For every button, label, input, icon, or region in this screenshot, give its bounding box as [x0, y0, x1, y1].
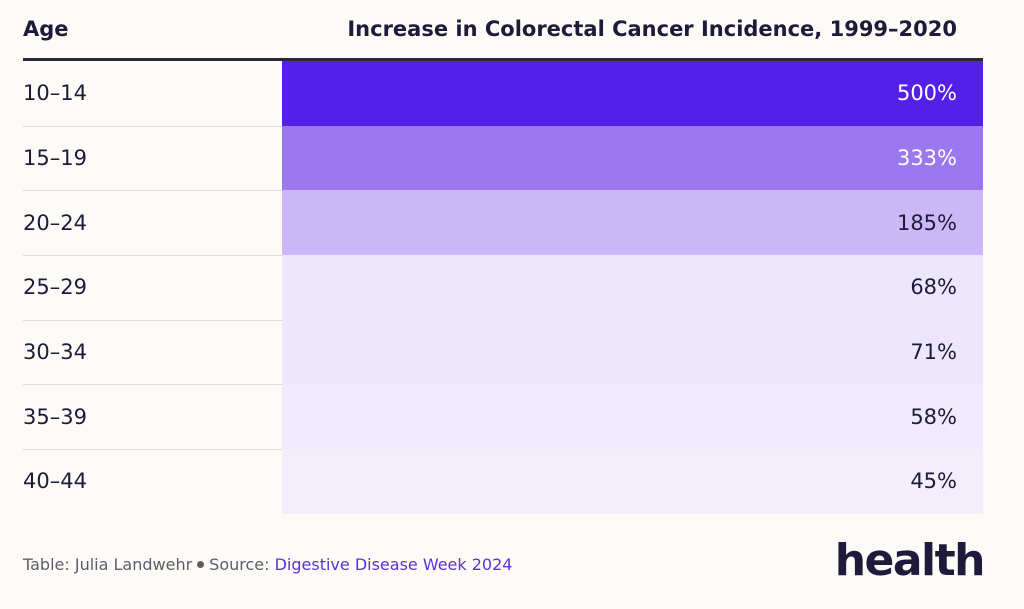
value-label: 71% — [910, 340, 957, 365]
heat-cell: 500% — [282, 61, 983, 126]
column-header-increase: Increase in Colorectal Cancer Incidence,… — [347, 17, 957, 41]
value-label: 185% — [896, 210, 957, 235]
table-row: 10–14 500% — [23, 61, 983, 126]
table-row: 25–29 68% — [23, 255, 983, 320]
row-divider — [23, 190, 282, 192]
row-divider — [23, 449, 282, 451]
age-cell: 25–29 — [23, 275, 87, 300]
heat-cell: 68% — [282, 255, 983, 320]
row-divider — [23, 255, 282, 257]
source-label: Source: — [209, 555, 270, 574]
age-cell: 30–34 — [23, 340, 87, 365]
age-cell: 40–44 — [23, 469, 87, 494]
value-label: 45% — [910, 469, 957, 494]
value-label: 500% — [896, 81, 957, 106]
table-row: 40–44 45% — [23, 449, 983, 514]
age-cell: 10–14 — [23, 81, 87, 106]
table-row: 15–19 333% — [23, 125, 983, 191]
footer-credits: Table: Julia Landwehr Source: Digestive D… — [23, 555, 512, 574]
table-body: 10–14 500% 15–19 333% 20–24 185% 25–29 68% 30–34… — [23, 61, 983, 514]
age-cell: 20–24 — [23, 210, 87, 235]
heat-cell: 45% — [282, 449, 983, 514]
heat-cell: 333% — [282, 125, 983, 191]
separator-dot — [197, 561, 205, 568]
table-row: 35–39 58% — [23, 384, 983, 450]
value-label: 58% — [910, 404, 957, 429]
row-divider — [23, 384, 282, 386]
heat-cell: 58% — [282, 384, 983, 450]
age-cell: 35–39 — [23, 404, 87, 429]
table-row: 30–34 71% — [23, 319, 983, 385]
data-table: Age Increase in Colorectal Cancer Incide… — [23, 0, 983, 514]
column-header-age: Age — [23, 17, 69, 41]
table-credit: Table: Julia Landwehr — [23, 555, 193, 574]
row-divider — [23, 319, 282, 321]
value-label: 333% — [896, 146, 957, 171]
value-label: 68% — [910, 275, 957, 300]
row-divider — [23, 125, 282, 127]
age-cell: 15–19 — [23, 146, 87, 171]
table-row: 20–24 185% — [23, 190, 983, 256]
source-link[interactable]: Digestive Disease Week 2024 — [274, 555, 513, 574]
heat-cell: 185% — [282, 190, 983, 256]
table-header: Age Increase in Colorectal Cancer Incide… — [23, 0, 983, 61]
heat-cell: 71% — [282, 319, 983, 385]
health-logo: health — [834, 535, 986, 586]
